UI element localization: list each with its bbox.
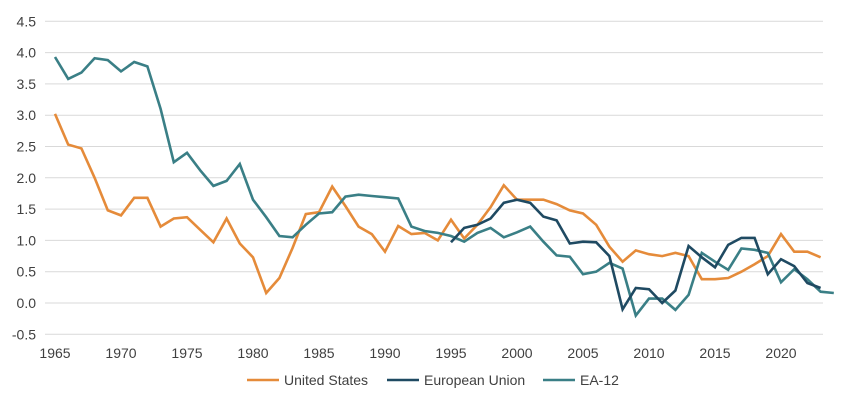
legend-item-united-states: United States [247, 372, 368, 388]
y-tick-label: 4.0 [17, 45, 37, 61]
x-tick-label: 2005 [567, 345, 598, 361]
y-tick-label: 2.5 [17, 139, 37, 155]
y-tick-label: 1.5 [17, 201, 37, 217]
y-tick-label: 0.5 [17, 264, 37, 280]
y-tick-label: 3.5 [17, 76, 37, 92]
y-tick-label: 4.5 [17, 13, 37, 29]
x-axis-ticks: 1965 1970 1975 1980 1985 1990 1995 2000 2005 2010… [39, 345, 796, 361]
x-tick-label: 1980 [237, 345, 268, 361]
x-tick-label: 2000 [501, 345, 532, 361]
series-lines [53, 56, 834, 319]
x-tick-label: 1990 [369, 345, 400, 361]
x-tick-label: 1975 [171, 345, 202, 361]
x-tick-label: 1995 [435, 345, 466, 361]
y-axis-ticks: -0.5 0.0 0.5 1.0 1.5 2.0 2.5 3.0 3.5 4.0 4.5 [12, 13, 36, 342]
y-tick-label: -0.5 [12, 326, 36, 342]
series-line-ea-12 [53, 56, 834, 319]
y-tick-label: 2.0 [17, 170, 37, 186]
x-tick-label: 1970 [105, 345, 136, 361]
x-tick-label: 1965 [39, 345, 70, 361]
legend-item-european-union: European Union [387, 372, 525, 388]
x-tick-label: 2010 [633, 345, 664, 361]
y-tick-label: 1.0 [17, 232, 37, 248]
series-line-united-states [53, 113, 822, 296]
x-tick-label: 1985 [303, 345, 334, 361]
legend-label: European Union [424, 372, 525, 388]
gridlines [45, 20, 823, 335]
y-tick-label: 0.0 [17, 295, 37, 311]
legend-label: United States [284, 372, 368, 388]
legend-label: EA-12 [580, 372, 619, 388]
series-line-european-union [450, 198, 822, 313]
legend: United States European Union EA-12 [247, 372, 619, 388]
y-tick-label: 3.0 [17, 107, 37, 123]
x-tick-label: 2020 [765, 345, 796, 361]
legend-item-ea-12: EA-12 [543, 372, 619, 388]
x-tick-label: 2015 [699, 345, 730, 361]
